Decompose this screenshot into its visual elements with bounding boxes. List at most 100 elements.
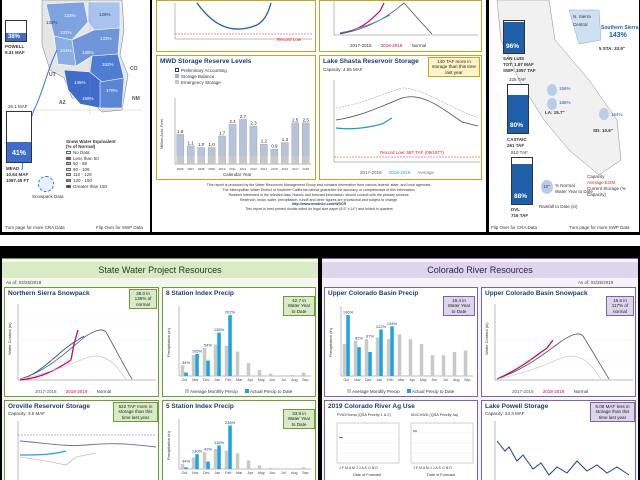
mwd-x-tick: 2016: [282, 167, 289, 171]
legend-item: Average Monthly Precip: [347, 389, 400, 394]
shasta-callout: 140 TAF more in storage than this time l…: [428, 57, 480, 77]
five-station-precip-chart: Precipitation (in) 34% Oct 130% Nov 43% Dec 118…: [166, 419, 311, 475]
swe-legend-swatch: [66, 179, 71, 182]
southern-sierra-label: Southern Sierra: [601, 25, 639, 31]
footer-left-note[interactable]: Flip Over for CRA Data: [491, 225, 538, 230]
snowpack-snippet-chart: [333, 1, 478, 36]
avg-precip-bar: [202, 451, 207, 469]
mwd-emergency-bar: [291, 155, 299, 164]
legend-item: Actual Precip to Date: [244, 389, 292, 394]
snowpack-snippet-legend: 2017-2018 2018-2019 Normal: [350, 43, 426, 48]
month-tick: May: [420, 378, 427, 382]
mead-label: MEAD: [6, 166, 20, 171]
colorado-ag-use-title: 2019 Colorado River Ag Use: [328, 403, 415, 410]
actual-precip-bar: [206, 360, 210, 376]
mead-gauge-fill: [7, 141, 31, 162]
precip-pct-label: 67%: [366, 334, 374, 339]
legend-item: 2018-2019: [388, 170, 411, 175]
record-low-label: Record Low: [277, 37, 302, 42]
legend-item: 2017-2018: [350, 43, 372, 48]
mwd-title: MWD Storage Reserve Levels: [160, 58, 252, 65]
month-tick: Feb: [225, 378, 231, 382]
five-station-precip-title: 5 Station Index Precip: [166, 403, 234, 410]
zone-label: 131%: [60, 30, 72, 35]
footer-right-note[interactable]: Flip Over for SWP Data: [96, 225, 143, 230]
rainfall-pct: 186%: [559, 100, 571, 105]
precip-pct-label: 134%: [387, 321, 398, 326]
ag-sub-left: PVID/Yuma (QSA Priority 1 & 2): [337, 413, 391, 417]
zone-label: 152%: [102, 62, 114, 67]
swe-legend: Snow Water Equivalent (% of Normal) No D…: [66, 139, 118, 190]
month-tick: Feb: [225, 471, 231, 475]
swe-legend-label: Less than 50: [73, 155, 99, 161]
swe-legend-swatch: [66, 162, 71, 166]
castaic-pct: 80%: [510, 122, 524, 129]
upper-colorado-snowpack-panel: Upper Colorado Basin Snowpack 16.6 in 11…: [481, 287, 636, 397]
zone-label: 126%: [99, 12, 111, 17]
colorado-ag-use-panel: 2019 Colorado River Ag Use PVID/Yuma (QS…: [324, 400, 478, 480]
eight-station-precip-title: 8 Station Index Precip: [166, 290, 234, 297]
mwd-bar-label: 2.5: [292, 117, 299, 122]
y-axis-label: Precipitation (in): [166, 327, 171, 357]
shasta-storage-panel: Lake Shasta Reservoir Storage Capacity: …: [319, 55, 482, 180]
eight-station-precip-panel: 8 Station Index Precip 42.7 in Water Yea…: [162, 287, 316, 397]
five-station-precip-panel: 5 Station Index Precip 33.9 in Water Yea…: [162, 400, 316, 480]
ag-xlabel-right: Date of Forecast: [427, 473, 456, 477]
upper-colorado-precip-callout: 16.4 in Water Year to Date: [443, 296, 475, 316]
avg-precip-bar: [246, 460, 251, 469]
mead-elevation: 1087.45 FT: [6, 178, 30, 183]
avg-precip-bar: [301, 467, 306, 469]
san-luis-gauge: 96%: [503, 20, 525, 54]
mwd-bar-label: 0.9: [271, 144, 278, 149]
mwd-bar-label: 2.3: [250, 121, 257, 126]
avg-precip-bar: [375, 337, 380, 376]
month-tick: Aug: [291, 471, 297, 475]
powell-label: POWELL: [5, 44, 25, 49]
footer-left-note[interactable]: Turn page for more CRA Data: [5, 225, 65, 230]
swe-legend-item: Greater than 150: [66, 184, 118, 190]
rain-drop-icon: [547, 84, 557, 96]
zone-label: 132%: [46, 20, 58, 25]
sd-rainfall: SD: 10.6": [593, 128, 613, 133]
dvl-name: DVL: [511, 207, 520, 212]
mwd-x-tick: 2012: [240, 167, 247, 171]
month-tick: Sep: [302, 471, 308, 475]
month-tick: Nov: [354, 378, 361, 382]
zone-label: 158%: [82, 96, 94, 101]
mwd-x-tick: 2009: [208, 167, 215, 171]
month-tick: Mar: [398, 378, 405, 382]
avg-precip-bar: [246, 363, 251, 376]
mwd-legend: Preliminary Accounting Storage Balance E…: [175, 68, 227, 86]
avg-precip-bar: [191, 355, 196, 376]
legend-item: Capacity: [587, 174, 605, 179]
avg-precip-bar: [419, 343, 424, 376]
precip-pct-label: 122%: [376, 324, 387, 329]
avg-precip-bar: [235, 453, 240, 469]
mwd-emergency-bar: [228, 155, 237, 164]
dvl-capacity: 810 TAF: [511, 150, 528, 155]
month-tick: Jul: [443, 378, 448, 382]
precip-pct-label: 130%: [192, 449, 203, 454]
dvl-gauge-fill: [512, 163, 532, 204]
legend-item: 2018-2019: [542, 389, 565, 394]
month-tick: Dec: [365, 378, 372, 382]
zone-label: 141%: [60, 48, 72, 53]
swe-legend-item: Less than 50: [66, 156, 118, 162]
footer-right-note[interactable]: Turn page for more SWP Data: [569, 225, 630, 230]
report-link[interactable]: http://www.mwdh2o.com/WSCR: [291, 202, 347, 207]
precip-pct-label: 43%: [204, 446, 212, 451]
n-sierra-snowpack-panel: Northern Sierra Snowpack 38.0 in 138% of…: [4, 287, 159, 397]
legend-item: Average: [417, 170, 435, 175]
actual-precip-bar: [195, 353, 199, 376]
actual-precip-bar: [357, 347, 361, 376]
swe-legend-label: 130 - 150: [73, 178, 93, 183]
avg-precip-bar: [224, 450, 229, 469]
lake-powell-panel: Lake Powell Storage Capacity: 24.3 MAF 6…: [481, 400, 636, 480]
swe-legend-item: 90 - 109: [66, 167, 118, 173]
avg-precip-bar: [213, 344, 218, 376]
actual-precip-bar: [195, 454, 199, 469]
legend-item: Normal: [573, 389, 589, 394]
mwd-x-tick: 2007: [187, 167, 194, 171]
month-tick: May: [258, 378, 265, 382]
snowpack-snippet-panel: 2017-2018 2018-2019 Normal: [319, 0, 482, 52]
